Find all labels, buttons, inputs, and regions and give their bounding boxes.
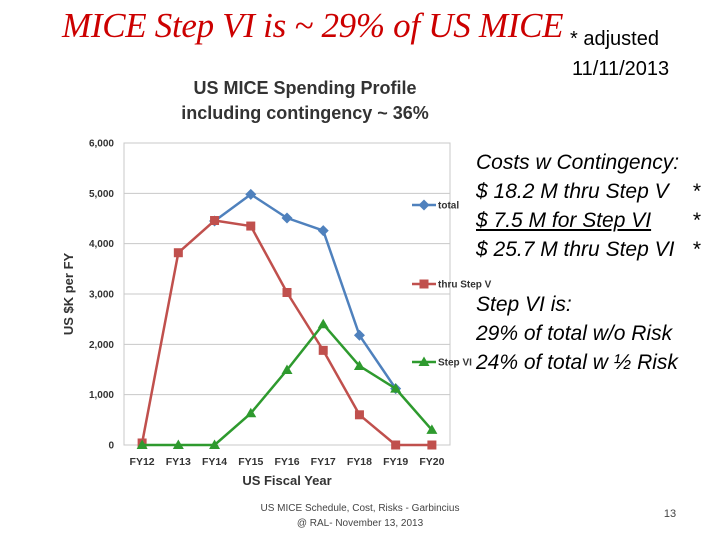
costs-star-3: * (692, 238, 701, 261)
data-point-step-vi (172, 439, 184, 449)
costs-step-v-text: $ 18.2 M thru Step V (476, 180, 669, 203)
adjusted-note-line1: * adjusted (570, 28, 659, 50)
y-axis-label: US $K per FY (61, 252, 76, 335)
x-tick-label: FY12 (130, 456, 155, 468)
step-vi-no-risk: 29% of total w/o Risk (476, 322, 673, 345)
costs-total-text: $ 25.7 M thru Step VI (476, 238, 675, 261)
y-tick-label: 4,000 (89, 239, 114, 250)
series-line-step-vi (142, 322, 433, 447)
y-tick-label: 1,000 (89, 390, 114, 401)
data-point-step-vi (426, 424, 438, 434)
data-point-thru-step-v (427, 440, 437, 450)
x-tick-label: FY16 (274, 456, 299, 468)
data-point-thru-step-v (318, 345, 328, 355)
costs-line-total: $ 25.7 M thru Step VI * (476, 235, 700, 264)
step-vi-heading: Step VI is: (476, 293, 572, 316)
data-point-thru-step-v (246, 221, 256, 231)
legend-label-total: total (438, 201, 459, 212)
legend-marker-step-vi (418, 356, 430, 366)
costs-line-step-vi: $ 7.5 M for Step VI * (476, 206, 700, 235)
costs-heading: Costs w Contingency: (476, 148, 679, 177)
data-point-step-vi (136, 439, 148, 449)
data-point-step-vi (317, 318, 329, 329)
data-point-step-vi (245, 407, 257, 418)
plot-frame (123, 142, 451, 446)
data-point-thru-step-v (354, 410, 364, 420)
data-point-step-vi (390, 383, 402, 393)
data-point-total (281, 212, 293, 224)
legend-label-thru-step-v: thru Step V (438, 280, 492, 291)
x-tick-label: FY14 (202, 456, 227, 468)
costs-step-vi-text: $ 7.5 M for Step VI (476, 209, 652, 232)
costs-line-step-v: $ 18.2 M thru Step V * (476, 177, 700, 206)
data-point-total (317, 225, 329, 237)
costs-star-1: * (692, 180, 701, 203)
y-tick-label: 6,000 (89, 139, 114, 150)
chart-title: US MICE Spending Profile including conti… (150, 76, 460, 126)
data-point-thru-step-v (391, 440, 401, 450)
costs-heading-text: Costs w Contingency: (476, 151, 680, 174)
chart-title-line1: US MICE Spending Profile (193, 78, 417, 98)
legend-marker-thru-step-v (419, 279, 429, 289)
x-tick-label: FY19 (383, 456, 408, 468)
step-vi-half-risk: 24% of total w ½ Risk (476, 351, 678, 374)
adjusted-note-date: 11/11/2013 (572, 58, 670, 80)
series-line-thru-step-v (140, 219, 432, 447)
legend-marker-total (418, 199, 430, 211)
data-point-step-vi (281, 364, 293, 375)
data-point-step-vi (353, 360, 365, 370)
legend-label-step-vi: Step VI (438, 358, 472, 369)
x-tick-label: FY15 (238, 456, 263, 468)
costs-callout: Costs w Contingency: $ 18.2 M thru Step … (476, 148, 700, 264)
x-tick-label: FY13 (166, 456, 191, 468)
data-point-total (245, 188, 257, 200)
data-point-step-vi (209, 439, 221, 449)
slide-title: MICE Step VI is ~ 29% of US MICE (62, 6, 564, 45)
adjusted-note: * adjusted 11/11/2013 (570, 24, 669, 84)
x-tick-label: FY20 (419, 456, 444, 468)
page-number: 13 (663, 508, 677, 520)
y-tick-label: 5,000 (89, 189, 114, 200)
y-tick-label: 2,000 (89, 340, 114, 351)
step-vi-callout: Step VI is: 29% of total w/o Risk 24% of… (476, 290, 678, 377)
x-axis-label: US Fiscal Year (242, 473, 331, 488)
footer-line2: @ RAL- November 13, 2013 (296, 518, 424, 529)
data-point-thru-step-v (173, 248, 183, 258)
x-tick-label: FY17 (311, 456, 336, 468)
data-point-thru-step-v (282, 287, 292, 297)
data-point-total (353, 329, 365, 341)
x-tick-label: FY18 (347, 456, 372, 468)
costs-star-2: * (692, 209, 701, 232)
chart-title-line2: including contingency ~ 36% (181, 103, 429, 123)
series-line-total (213, 193, 397, 390)
footer-line1: US MICE Schedule, Cost, Risks - Garbinci… (260, 503, 460, 514)
y-tick-label: 3,000 (89, 290, 114, 301)
data-point-thru-step-v (210, 216, 220, 226)
footer: US MICE Schedule, Cost, Risks - Garbinci… (250, 501, 470, 531)
y-tick-label: 0 (108, 441, 114, 452)
